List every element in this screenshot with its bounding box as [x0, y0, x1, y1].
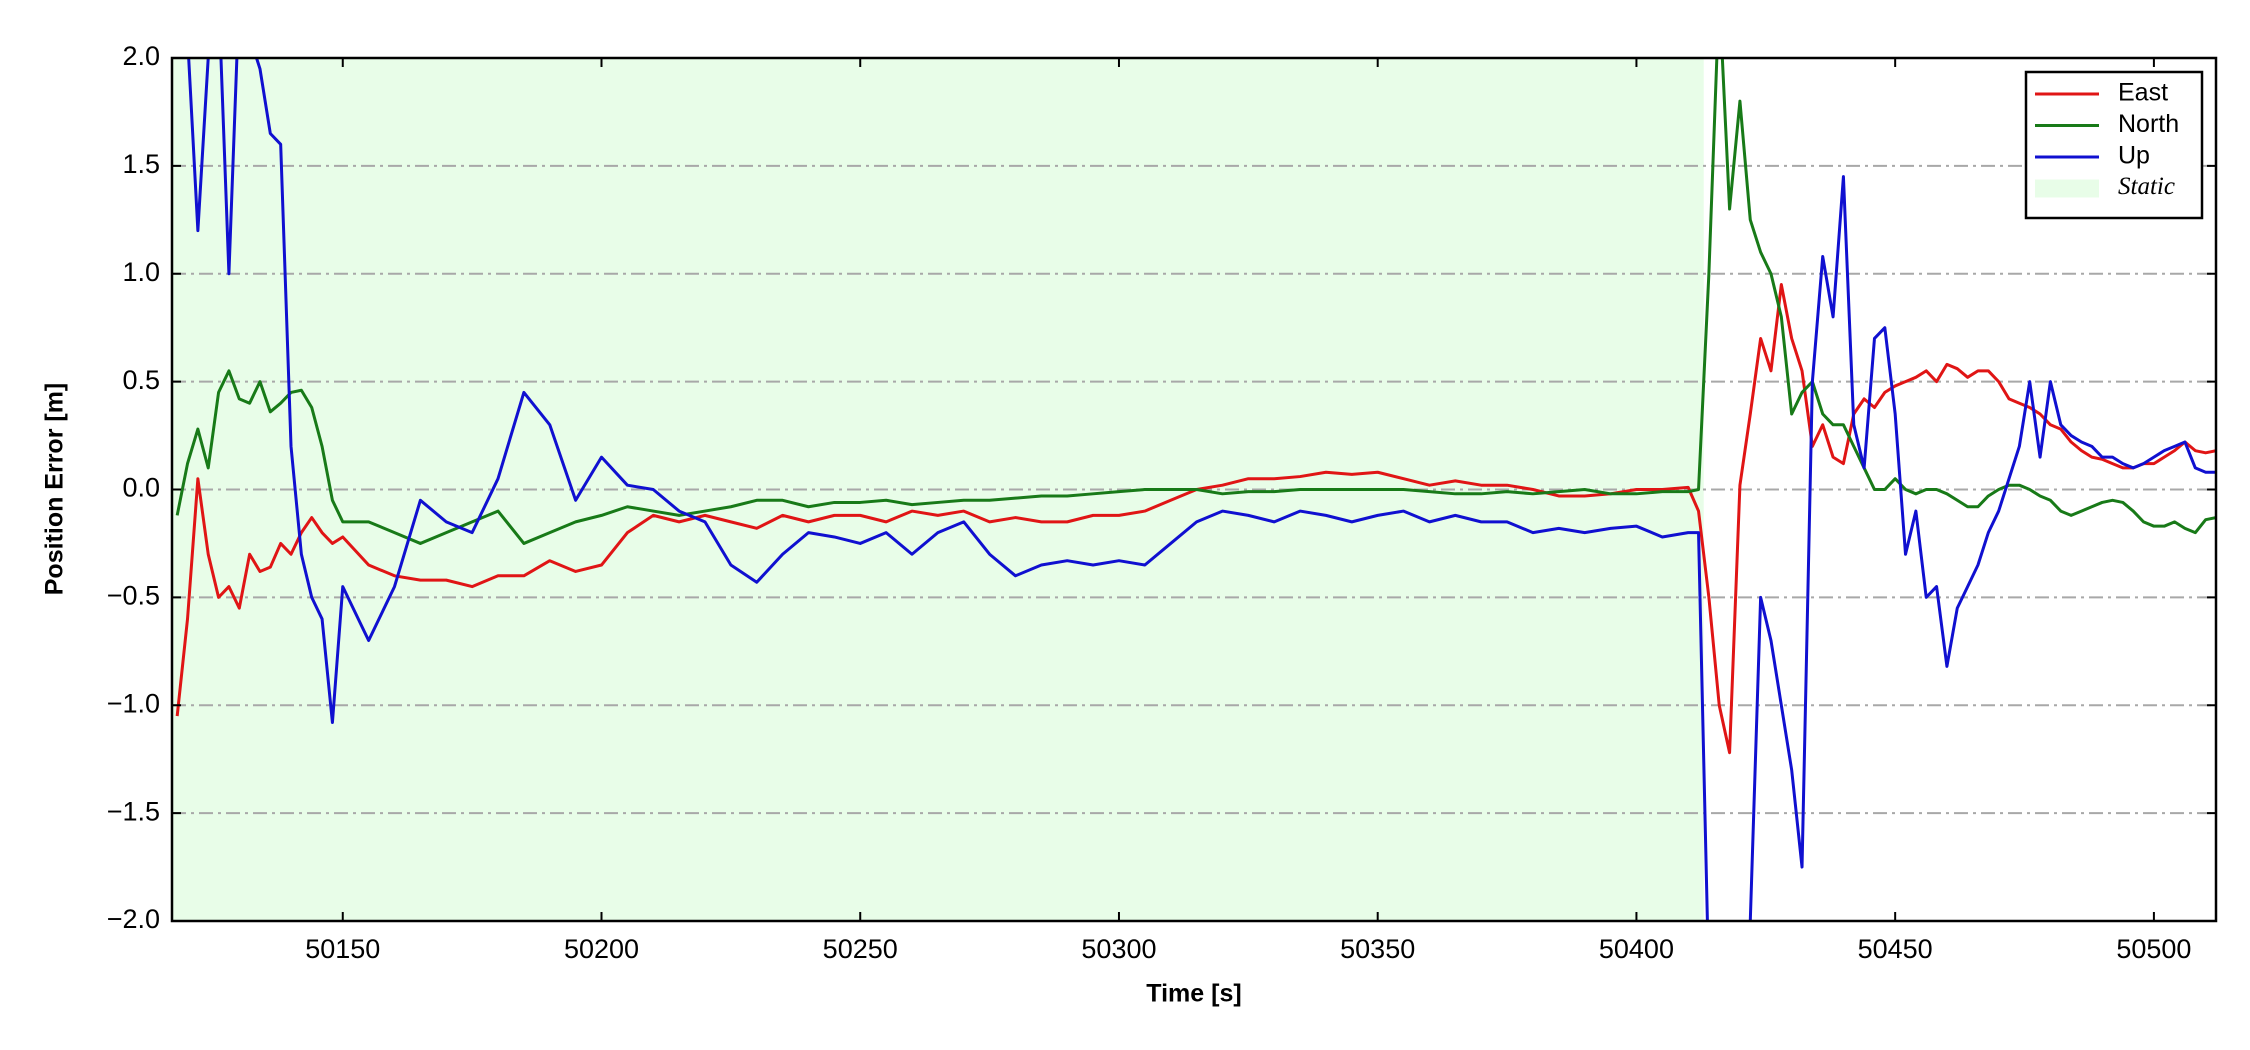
legend-label: Up	[2118, 142, 2150, 170]
x-tick-label: 50500	[2116, 934, 2191, 964]
legend-label: North	[2118, 110, 2179, 138]
lines-layer	[175, 58, 2216, 921]
y-tick-label: −0.5	[107, 581, 160, 611]
y-axis-label: Position Error [m]	[41, 383, 69, 596]
x-tick-label: 50400	[1599, 934, 1674, 964]
plot-frame	[170, 56, 2218, 923]
y-tick-label: −2.0	[107, 904, 160, 934]
x-tick-label: 50200	[564, 934, 639, 964]
x-tick-label: 50300	[1081, 934, 1156, 964]
foreground-layer: −2.0 −1.5 −1.0 −0.5 0.0 0.5 1.0 1.5 2.0 50150 5020…	[107, 41, 2218, 964]
x-tick-label: 50250	[823, 934, 898, 964]
legend-swatch	[2035, 179, 2099, 198]
y-tick-label: 0.5	[122, 365, 160, 395]
series-line	[187, 58, 2216, 921]
series-line	[175, 283, 2216, 755]
x-tick-label: 50450	[1858, 934, 1933, 964]
legend-label: East	[2118, 79, 2168, 107]
series-line	[175, 58, 2216, 545]
y-tick-label: 0.0	[122, 473, 160, 503]
y-tick-label: −1.0	[107, 688, 160, 718]
x-tick-label: 50350	[1340, 934, 1415, 964]
legend-label: Static	[2118, 173, 2175, 200]
background-layer	[172, 57, 2216, 922]
y-tick-label: 2.0	[122, 41, 160, 71]
y-tick-label: 1.0	[122, 257, 160, 287]
y-tick-label: 1.5	[122, 149, 160, 179]
x-axis-label: Time [s]	[1146, 980, 1241, 1008]
y-tick-label: −1.5	[107, 796, 160, 826]
x-tick-label: 50150	[305, 934, 380, 964]
